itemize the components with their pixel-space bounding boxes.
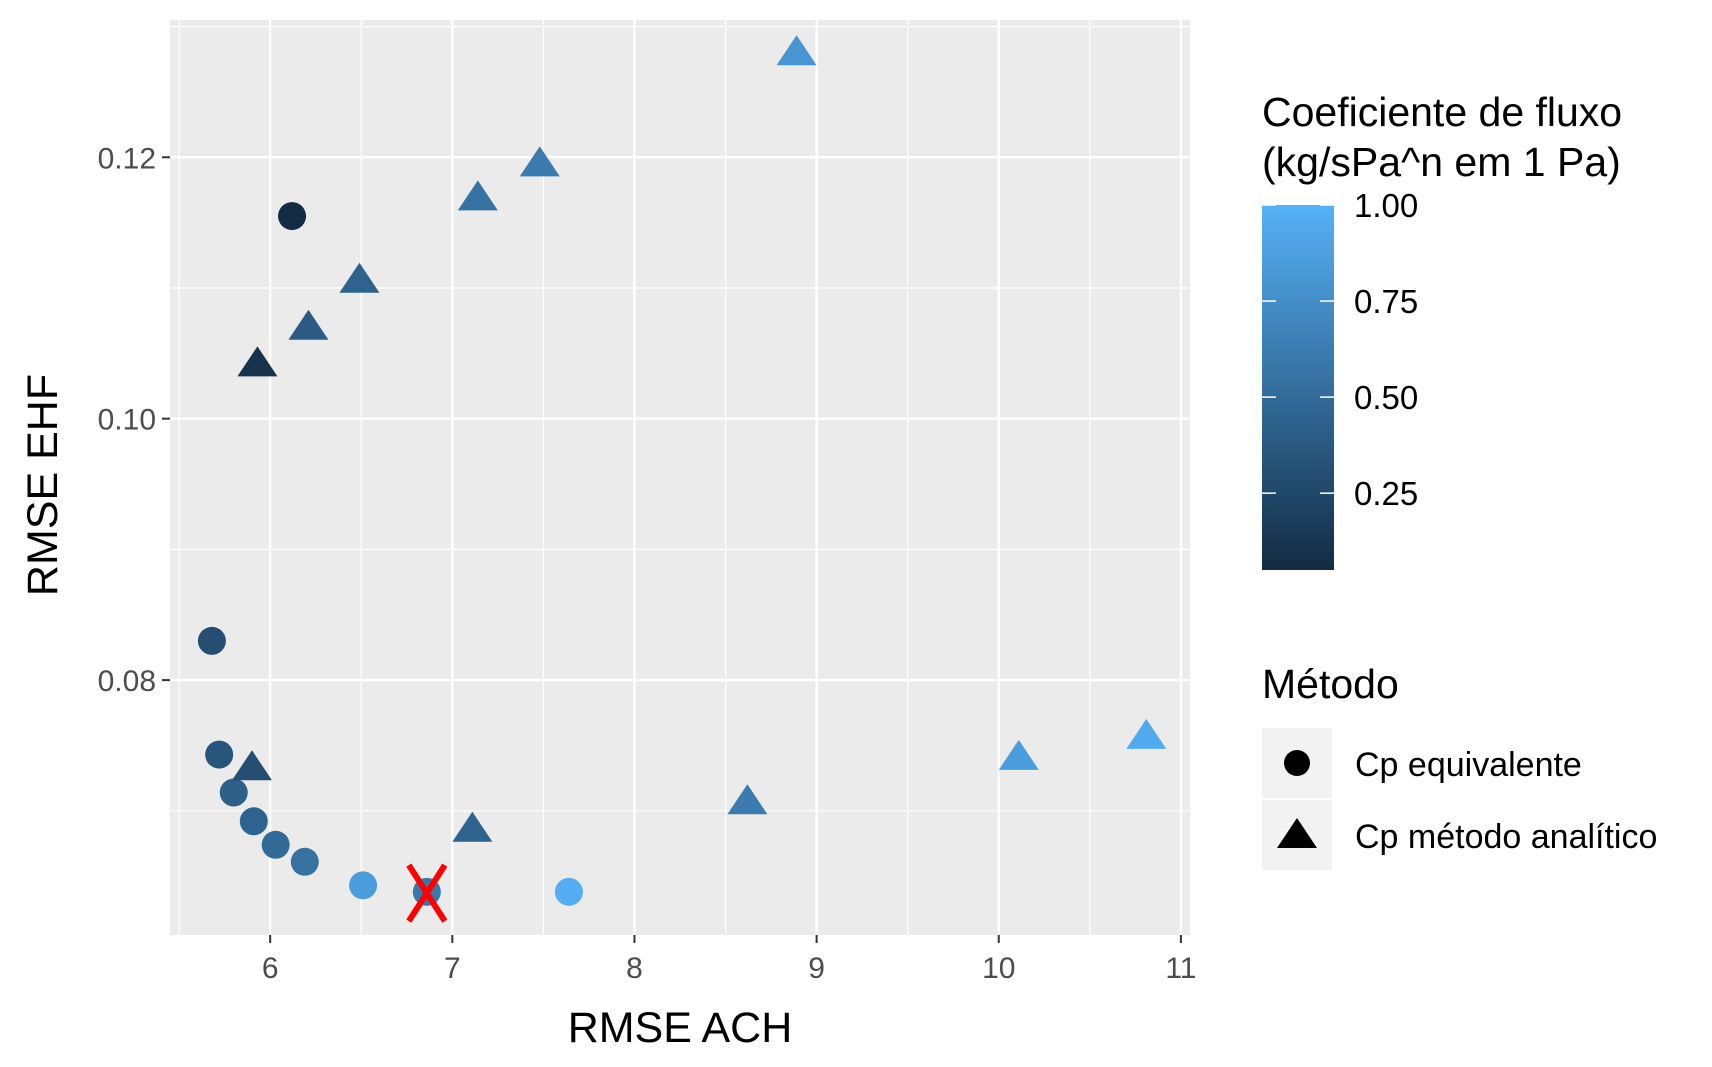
y-tick-label: 0.12 bbox=[98, 142, 156, 175]
point-triangle bbox=[519, 146, 560, 177]
point-triangle bbox=[237, 346, 278, 377]
shape-legend-label-triangle: Cp método analítico bbox=[1355, 818, 1657, 856]
x-tick-label: 7 bbox=[444, 952, 461, 985]
colorbar: 0.25 0.50 0.75 1.00 bbox=[1262, 187, 1418, 570]
shape-legend-label-circle: Cp equivalente bbox=[1355, 746, 1582, 784]
point-triangle bbox=[998, 739, 1039, 770]
x-tick-label: 6 bbox=[262, 952, 279, 985]
shape-legend-circle-icon bbox=[1284, 750, 1310, 776]
colorbar-bar bbox=[1262, 205, 1334, 570]
point-circle bbox=[290, 847, 319, 876]
x-tick-label: 11 bbox=[1165, 952, 1196, 985]
plot-panel bbox=[170, 20, 1190, 935]
point-circle bbox=[261, 830, 290, 859]
point-triangle bbox=[457, 180, 498, 211]
y-axis-label: RMSE EHF bbox=[19, 374, 67, 596]
point-circle bbox=[239, 807, 268, 836]
y-axis: 0.08 0.10 0.12 bbox=[98, 142, 170, 698]
color-legend-title-line-1: Coeficiente de fluxo bbox=[1262, 89, 1622, 135]
x-axis: 6 7 8 9 10 11 bbox=[262, 935, 1196, 985]
shape-legend: Método Cp equivalente Cp método analític… bbox=[1262, 661, 1657, 870]
x-tick-label: 9 bbox=[808, 952, 825, 985]
point-circle bbox=[554, 877, 583, 906]
shape-legend-title: Método bbox=[1262, 661, 1399, 707]
point-circle bbox=[219, 778, 248, 807]
y-tick-label: 0.08 bbox=[98, 665, 156, 698]
annotations bbox=[406, 863, 448, 923]
point-circle bbox=[349, 871, 378, 900]
point-triangle bbox=[727, 784, 768, 815]
data-points bbox=[197, 35, 1167, 906]
color-legend-title-line-2: (kg/sPa^n em 1 Pa) bbox=[1262, 139, 1621, 185]
point-triangle bbox=[452, 811, 493, 842]
point-circle bbox=[278, 202, 307, 231]
point-triangle bbox=[288, 309, 329, 340]
point-circle bbox=[197, 626, 226, 655]
x-axis-label: RMSE ACH bbox=[568, 1004, 793, 1052]
point-triangle bbox=[339, 262, 380, 293]
point-triangle bbox=[231, 750, 272, 781]
x-tick-label: 10 bbox=[982, 952, 1015, 985]
point-triangle bbox=[776, 35, 817, 66]
colorbar-tick-label: 0.75 bbox=[1354, 283, 1418, 320]
colorbar-tick-label: 0.50 bbox=[1354, 379, 1418, 416]
y-tick-label: 0.10 bbox=[98, 404, 156, 437]
colorbar-tick-label: 1.00 bbox=[1354, 187, 1418, 224]
shape-legend-triangle-icon bbox=[1277, 818, 1317, 848]
x-tick-label: 8 bbox=[626, 952, 643, 985]
annotation-x-stroke bbox=[406, 863, 448, 923]
color-legend: Coeficiente de fluxo (kg/sPa^n em 1 Pa) … bbox=[1262, 89, 1622, 570]
point-triangle bbox=[1126, 718, 1167, 749]
colorbar-tick-label: 0.25 bbox=[1354, 475, 1418, 512]
point-circle bbox=[205, 740, 234, 769]
grid-major bbox=[170, 20, 1190, 935]
